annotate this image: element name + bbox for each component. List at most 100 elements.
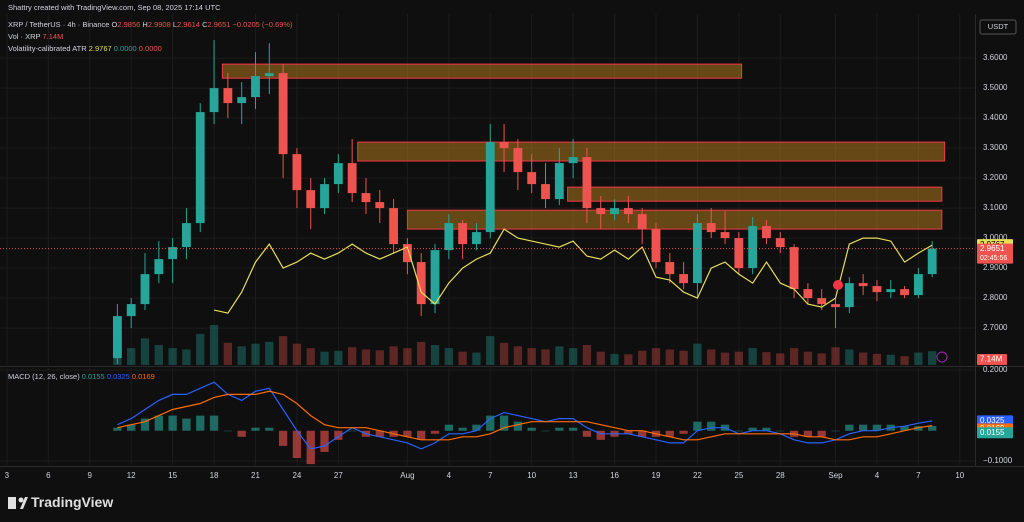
y-tick-label: 0.2000 — [983, 365, 1008, 374]
histogram-bar — [320, 430, 329, 452]
histogram-bar — [748, 427, 757, 431]
countdown: 02:45:56 — [980, 255, 1007, 262]
volume-bar — [513, 346, 523, 365]
volume-bar — [610, 353, 619, 365]
candle-body — [596, 208, 606, 215]
volume-bar — [292, 343, 302, 365]
legend: Vol · XRP 7.14M — [8, 32, 63, 41]
candle-body — [278, 73, 288, 155]
candle-body — [913, 274, 923, 296]
x-tick-label: 10 — [955, 471, 964, 480]
volume-bar — [223, 342, 233, 365]
volume-bar — [334, 350, 343, 365]
candle-body — [789, 247, 799, 290]
candle-body — [361, 193, 371, 203]
histogram-bar — [803, 430, 813, 437]
candle-body — [375, 202, 385, 209]
x-tick-label: 7 — [488, 471, 493, 480]
legend-item: 2.9908 — [148, 20, 173, 29]
volume-bar — [845, 349, 854, 365]
histogram-bar — [900, 426, 909, 431]
candle-body — [692, 223, 702, 284]
x-tick-label: 15 — [168, 471, 177, 480]
volume-bar — [196, 333, 205, 365]
histogram-bar — [237, 430, 246, 437]
volume-bar — [209, 325, 219, 365]
candle-body — [568, 157, 578, 164]
histogram-bar — [430, 430, 440, 434]
candle-body — [831, 304, 840, 308]
volume-bar — [748, 348, 757, 365]
x-tick-label: 7 — [916, 471, 921, 480]
volume-bar — [251, 343, 260, 365]
x-tick-label: 6 — [46, 471, 51, 480]
candle-body — [858, 283, 868, 287]
candle-body — [140, 274, 150, 305]
volume-bar — [458, 351, 467, 365]
candle-body — [651, 229, 661, 263]
x-tick-label: 4 — [875, 471, 880, 480]
candle-body — [623, 208, 633, 215]
volume-bar — [872, 353, 882, 365]
x-tick-label: 16 — [610, 471, 619, 480]
volume-bar — [444, 348, 453, 365]
candle-body — [610, 208, 619, 215]
legend-item: 7.14M — [42, 32, 63, 41]
histogram-bar — [817, 430, 826, 437]
histogram-bar — [541, 430, 550, 432]
histogram-bar — [845, 424, 854, 431]
candle-body — [347, 163, 357, 194]
candle-body — [927, 248, 937, 275]
candle-body — [320, 184, 329, 209]
legend-item: MACD (12, 26, close) — [8, 372, 82, 381]
x-tick-label: 21 — [251, 471, 260, 480]
volume-bar — [389, 346, 398, 365]
candle-body — [223, 88, 233, 104]
legend-item: Vol · XRP — [8, 32, 42, 41]
volume-bar — [348, 347, 357, 365]
candle-body — [679, 274, 689, 284]
last-price-label-box — [977, 243, 1013, 264]
volume-bar — [831, 347, 840, 365]
candle-body — [637, 214, 647, 230]
legend-item: 2.9856 — [117, 20, 142, 29]
candle-body — [706, 223, 716, 233]
x-tick-label: 19 — [652, 471, 661, 480]
histogram-bar — [831, 430, 840, 432]
histogram-bar — [527, 427, 536, 431]
volume-label: 7.14M — [980, 355, 1003, 364]
legend-item: C — [202, 20, 208, 29]
histogram-bar — [914, 426, 923, 431]
macd-value-box — [977, 427, 1013, 439]
candle-body — [844, 283, 854, 308]
y-tick-label: 2.9000 — [983, 263, 1008, 272]
volume-bar — [527, 348, 536, 365]
x-tick-label: 24 — [292, 471, 301, 480]
histogram-bar — [223, 430, 233, 432]
currency[interactable]: USDT — [988, 22, 1009, 31]
y-tick-label: 3.1000 — [983, 203, 1008, 212]
volume-bar — [541, 349, 550, 365]
alert-marker[interactable] — [833, 280, 843, 290]
candle-body — [389, 208, 399, 245]
histogram-bar — [292, 430, 302, 459]
histogram-bar — [858, 424, 868, 431]
histogram-bar — [693, 421, 702, 431]
currency-box[interactable] — [979, 19, 1017, 35]
footer-logo: TradingView — [31, 494, 113, 510]
volume-bar — [776, 353, 785, 365]
candle-body — [513, 148, 523, 173]
volume-bar — [568, 348, 578, 365]
histogram-bar — [499, 415, 509, 431]
histogram-bar — [638, 430, 647, 437]
replay-icon[interactable] — [936, 351, 948, 363]
candle-body — [900, 289, 909, 296]
histogram-bar — [403, 430, 412, 437]
volume-bar — [182, 349, 191, 365]
volume-bar — [127, 348, 136, 365]
volume-bar — [154, 345, 163, 365]
indicator-line — [117, 381, 933, 450]
